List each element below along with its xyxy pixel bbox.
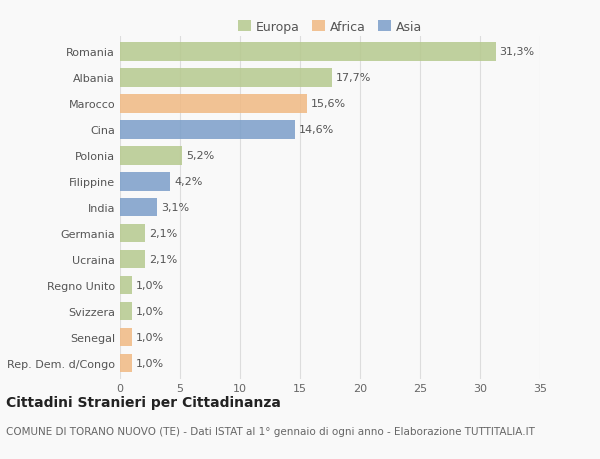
Bar bbox=[120, 69, 332, 88]
Text: 1,0%: 1,0% bbox=[136, 306, 164, 316]
Bar bbox=[120, 146, 182, 165]
Text: 1,0%: 1,0% bbox=[136, 358, 164, 368]
Text: 31,3%: 31,3% bbox=[499, 47, 535, 57]
Bar bbox=[120, 121, 295, 139]
Text: 4,2%: 4,2% bbox=[174, 177, 202, 187]
Text: 15,6%: 15,6% bbox=[311, 99, 346, 109]
Bar bbox=[120, 173, 170, 191]
Bar bbox=[120, 224, 145, 243]
Bar bbox=[120, 328, 132, 347]
Text: COMUNE DI TORANO NUOVO (TE) - Dati ISTAT al 1° gennaio di ogni anno - Elaborazio: COMUNE DI TORANO NUOVO (TE) - Dati ISTAT… bbox=[6, 426, 535, 436]
Text: 2,1%: 2,1% bbox=[149, 229, 177, 239]
Text: 2,1%: 2,1% bbox=[149, 255, 177, 264]
Text: 14,6%: 14,6% bbox=[299, 125, 334, 135]
Bar bbox=[120, 302, 132, 321]
Bar bbox=[120, 250, 145, 269]
Bar bbox=[120, 198, 157, 217]
Bar bbox=[120, 354, 132, 372]
Text: 1,0%: 1,0% bbox=[136, 332, 164, 342]
Text: Cittadini Stranieri per Cittadinanza: Cittadini Stranieri per Cittadinanza bbox=[6, 395, 281, 409]
Text: 17,7%: 17,7% bbox=[336, 73, 371, 83]
Bar bbox=[120, 276, 132, 295]
Legend: Europa, Africa, Asia: Europa, Africa, Asia bbox=[233, 16, 427, 39]
Text: 1,0%: 1,0% bbox=[136, 280, 164, 291]
Text: 5,2%: 5,2% bbox=[186, 151, 214, 161]
Text: 3,1%: 3,1% bbox=[161, 203, 189, 213]
Bar bbox=[120, 43, 496, 62]
Bar bbox=[120, 95, 307, 113]
